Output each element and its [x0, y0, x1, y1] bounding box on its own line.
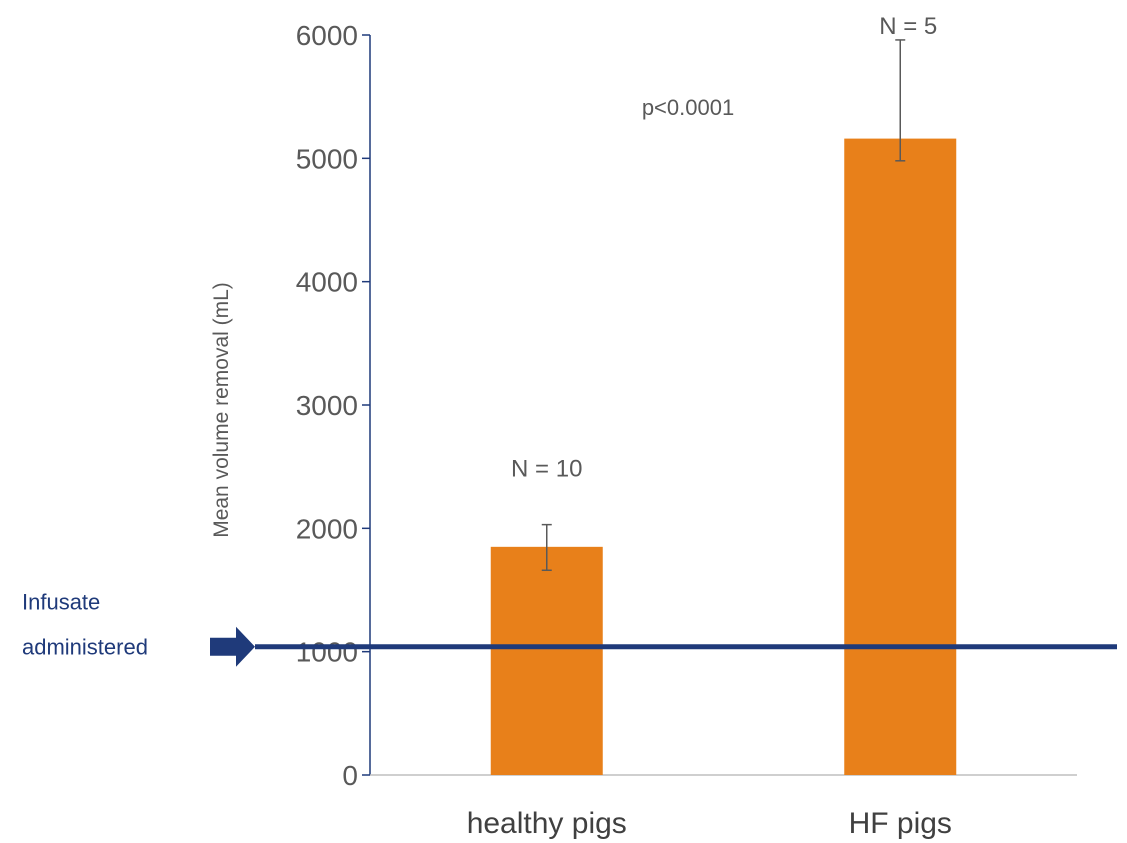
p-value-annotation: p<0.0001 [642, 95, 734, 120]
arrow-right-icon [210, 626, 255, 667]
error-bars [541, 39, 906, 572]
y-tick-label: 3000 [296, 390, 358, 421]
infusate-label-line-2: administered [22, 635, 148, 660]
y-tick-label: 4000 [296, 267, 358, 298]
sample-size-label: N = 10 [511, 456, 582, 483]
infusate-label-line-1: Infusate [22, 590, 100, 615]
y-tick-label: 5000 [296, 143, 358, 174]
y-tick-label: 1000 [296, 637, 358, 668]
bars [490, 138, 957, 776]
y-axis-title: Mean volume removal (mL) [210, 282, 233, 538]
bar-1 [490, 546, 603, 775]
x-tick-label: HF pigs [849, 807, 952, 840]
bar-2 [844, 138, 957, 776]
reference-line-group: Infusate administered [22, 590, 1117, 667]
y-tick-label: 6000 [296, 20, 358, 51]
labels: Mean volume removal (mL) p<0.0001 N = 10… [210, 13, 937, 538]
x-tick-label: healthy pigs [467, 807, 627, 840]
y-tick-label: 2000 [296, 513, 358, 544]
y-tick-label: 0 [342, 760, 358, 791]
sample-size-label: N = 5 [879, 13, 937, 40]
axes: 0 1000 2000 3000 4000 5000 6000 healthy pigs HF … [296, 20, 1077, 840]
